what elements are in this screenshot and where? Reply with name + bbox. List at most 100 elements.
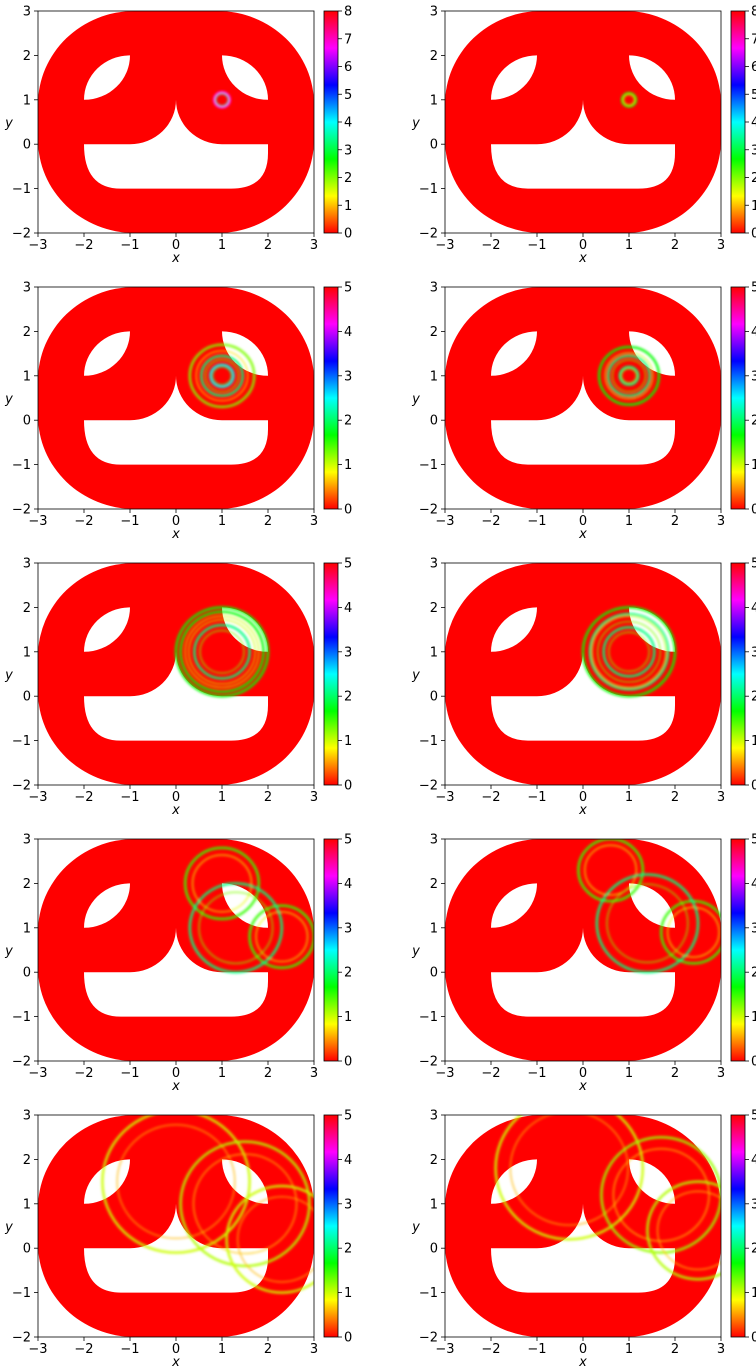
plot-area xyxy=(38,1115,314,1337)
wave-ring-3 xyxy=(188,343,256,409)
y-tick-label: −2 xyxy=(12,779,31,794)
wave-ring-1 xyxy=(494,1115,645,1241)
plot-area xyxy=(38,287,314,509)
y-tick-label: −2 xyxy=(419,503,438,518)
bottom-cavity xyxy=(84,651,268,741)
wave-ring-2 xyxy=(179,1140,311,1268)
colorbar-tick-label: 0 xyxy=(751,1055,756,1070)
colorbar-tick-label: 2 xyxy=(344,171,352,186)
wave-ring-inner-3 xyxy=(236,1195,314,1283)
x-tick-label: 2 xyxy=(264,514,272,529)
colorbar-tick-label: 2 xyxy=(751,690,756,705)
x-tick-label: −3 xyxy=(28,1342,47,1357)
x-tick-label: 3 xyxy=(310,1342,318,1357)
x-tick-label: −3 xyxy=(435,514,454,529)
y-tick-label: 3 xyxy=(430,1109,438,1124)
y-tick-label: 2 xyxy=(23,877,31,892)
x-tick-label: −1 xyxy=(120,1066,139,1081)
y-axis-label: y xyxy=(411,1220,420,1235)
colorbar-tick-label: 0 xyxy=(751,779,756,794)
y-tick-label: −2 xyxy=(12,227,31,242)
wave-ring-3 xyxy=(646,1180,721,1281)
wave-ring-1 xyxy=(101,1115,251,1254)
y-tick-label: −1 xyxy=(12,1010,31,1025)
colorbar-tick-label: 1 xyxy=(344,1286,352,1301)
colorbar-tick-label: 3 xyxy=(344,143,352,158)
colorbar-tick-label: 5 xyxy=(751,1109,756,1124)
colorbar-tick-label: 1 xyxy=(751,458,756,473)
y-tick-label: 1 xyxy=(23,921,31,936)
plot-area xyxy=(445,287,721,509)
wave-ring-3 xyxy=(581,606,677,698)
y-tick-label: −2 xyxy=(419,227,438,242)
y-tick-label: 2 xyxy=(23,601,31,616)
colorbar-tick-label: 3 xyxy=(751,921,756,936)
x-tick-label: −1 xyxy=(120,514,139,529)
colorbar-tick-label: 3 xyxy=(344,645,352,660)
colorbar-tick-label: 5 xyxy=(344,833,352,848)
y-tick-label: 1 xyxy=(23,1197,31,1212)
colorbar-tick-label: 5 xyxy=(751,281,756,296)
bottom-cavity xyxy=(84,1203,268,1293)
bottom-cavity xyxy=(491,651,675,741)
x-tick-label: −2 xyxy=(74,1066,93,1081)
x-tick-label: −2 xyxy=(74,790,93,805)
colorbar-tick-label: 3 xyxy=(344,1197,352,1212)
wave-ring-1 xyxy=(209,363,235,389)
plot-area xyxy=(445,563,721,785)
x-tick-label: 2 xyxy=(671,1342,679,1357)
x-tick-label: 2 xyxy=(264,790,272,805)
bottom-cavity xyxy=(491,375,675,465)
x-tick-label: −2 xyxy=(74,514,93,529)
wave-ring-inner-3 xyxy=(198,891,274,965)
colorbar-tick-label: 2 xyxy=(344,966,352,981)
x-tick-label: −2 xyxy=(481,790,500,805)
x-tick-label: 0 xyxy=(579,238,587,253)
colorbar-tick-label: 4 xyxy=(344,116,352,131)
colorbar-tick-label: 5 xyxy=(751,557,756,572)
y-tick-label: 1 xyxy=(430,369,438,384)
x-tick-label: 3 xyxy=(717,1066,725,1081)
colorbar-tick-label: 8 xyxy=(344,5,352,20)
wave-ring-1 xyxy=(602,626,656,678)
x-axis-label: x xyxy=(171,527,180,542)
colorbar xyxy=(323,1114,339,1338)
x-tick-label: −1 xyxy=(527,1066,546,1081)
y-tick-label: −1 xyxy=(12,182,31,197)
wave-ring-inner-3 xyxy=(656,1190,721,1271)
left-hole xyxy=(84,55,130,100)
colorbar-tick-label: 2 xyxy=(344,414,352,429)
x-tick-label: 3 xyxy=(717,514,725,529)
y-tick-label: −1 xyxy=(12,458,31,473)
x-axis-label: x xyxy=(171,251,180,266)
y-tick-label: −1 xyxy=(419,1010,438,1025)
left-hole xyxy=(491,607,537,652)
wave-ring-inner-2 xyxy=(666,906,720,958)
x-tick-label: 0 xyxy=(172,1342,180,1357)
x-tick-label: 3 xyxy=(310,1066,318,1081)
y-tick-label: 0 xyxy=(430,1242,438,1257)
x-tick-label: 1 xyxy=(625,514,633,529)
y-tick-label: 1 xyxy=(430,645,438,660)
right-hole xyxy=(629,1159,675,1204)
x-tick-label: 0 xyxy=(579,1066,587,1081)
colorbar-tick-label: 1 xyxy=(751,1010,756,1025)
wave-ring-3 xyxy=(174,606,270,698)
wave-ring-inner-1 xyxy=(608,631,650,673)
wave-ring-inner-3 xyxy=(591,615,667,689)
left-hole xyxy=(491,55,537,100)
x-tick-label: 1 xyxy=(218,1342,226,1357)
wave-ring-inner-1 xyxy=(584,844,638,896)
wave-ring-2 xyxy=(200,354,244,398)
plot-area xyxy=(38,11,314,233)
y-tick-label: 2 xyxy=(23,1153,31,1168)
wave-field xyxy=(597,345,661,406)
x-tick-label: −3 xyxy=(28,1066,47,1081)
x-tick-label: 1 xyxy=(625,238,633,253)
y-tick-label: −2 xyxy=(419,1331,438,1346)
colorbar xyxy=(730,562,746,786)
